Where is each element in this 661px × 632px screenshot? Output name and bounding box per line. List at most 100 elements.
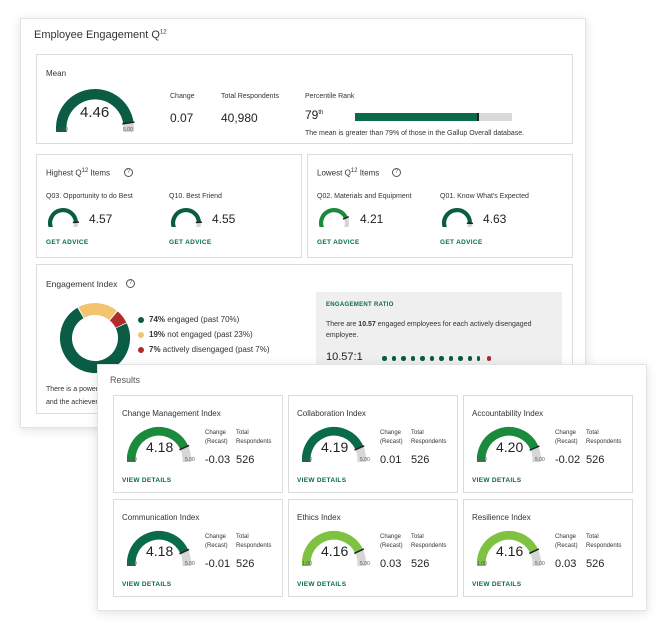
- gauge-max: 5.00: [185, 561, 195, 567]
- engaged-dot: [429, 356, 434, 361]
- result-change: -0.03: [205, 454, 231, 466]
- get-advice-link[interactable]: GET ADVICE: [317, 239, 360, 246]
- change-label: Change (Recast): [380, 533, 403, 551]
- mean-label: Mean: [46, 69, 67, 78]
- respondents-label-line2: Respondents: [236, 543, 272, 549]
- result-respondents: 526: [236, 558, 255, 570]
- legend-not-engaged: 19% not engaged (past 23%): [149, 330, 253, 339]
- engaged-dot: [467, 356, 472, 361]
- get-advice-link[interactable]: GET ADVICE: [440, 239, 483, 246]
- respondents-label-line2: Respondents: [411, 439, 447, 445]
- highest-items-card: Highest Q12 Items ? Q03. Opportunity to …: [36, 154, 302, 258]
- result-card: Ethics Index 4.16 1.00 5.00 Change (Recas…: [288, 499, 458, 597]
- view-details-link[interactable]: VIEW DETAILS: [297, 477, 347, 484]
- lowest-item-gauge: [319, 208, 350, 227]
- respondents-label: Total Respondents: [586, 533, 621, 551]
- change-label: Change (Recast): [555, 533, 578, 551]
- donut-not-engaged: [60, 303, 130, 373]
- mean-card: Mean 4.46 1.00 5.00 Change 0.07 Total Re…: [36, 54, 573, 144]
- respondents-label: Total Respondents: [221, 93, 279, 100]
- gauge-max: 5.00: [185, 457, 195, 463]
- view-details-link[interactable]: VIEW DETAILS: [122, 581, 172, 588]
- ratio-text-bold: 10.57: [358, 321, 376, 328]
- respondents-label-line1: Total: [586, 430, 599, 436]
- ratio-text-post: engaged employees for each actively dise…: [326, 321, 532, 339]
- result-card-title: Accountability Index: [472, 409, 544, 418]
- change-label-line2: (Recast): [205, 439, 228, 445]
- result-value: 4.19: [321, 439, 349, 455]
- gauge-marker: [529, 445, 540, 451]
- gauge-fill: [171, 208, 201, 227]
- engaged-dot: [448, 356, 453, 361]
- gauge-fill: [127, 531, 189, 566]
- legend-disengaged-pct: 7%: [149, 345, 161, 354]
- engagement-ratio-text: There are 10.57 engaged employees for ea…: [326, 319, 554, 341]
- legend-dot-engaged: [138, 317, 144, 323]
- percentile-suffix: th: [318, 110, 324, 116]
- lowest-item-label: Q01. Know What's Expected: [440, 193, 529, 200]
- result-gauge: [477, 531, 541, 566]
- result-card: Change Management Index 4.18 1.00 5.00 C…: [113, 395, 283, 493]
- change-label-line2: (Recast): [380, 439, 403, 445]
- result-gauge: [477, 427, 541, 462]
- highest-items-title: Highest Q12 Items: [46, 168, 110, 178]
- help-icon[interactable]: ?: [124, 168, 133, 177]
- gauge-max: 5.00: [360, 561, 370, 567]
- engagement-ratio-value: 10.57:1: [326, 351, 363, 363]
- gauge-marker: [122, 121, 135, 125]
- result-value: 4.18: [146, 439, 174, 455]
- gauge-marker: [353, 548, 365, 555]
- ratio-dots: [382, 356, 552, 362]
- respondents-label-line1: Total: [411, 430, 424, 436]
- change-label-line1: Change: [205, 534, 227, 540]
- gauge-marker: [528, 548, 540, 555]
- lowest-item-gauge: [442, 208, 473, 227]
- gauge-fill: [56, 89, 134, 132]
- lowest-title-sup: 12: [350, 168, 358, 174]
- change-label-line1: Change: [555, 534, 577, 540]
- engaged-dot: [391, 356, 396, 361]
- result-value: 4.16: [321, 543, 349, 559]
- change-label: Change (Recast): [205, 533, 228, 551]
- help-icon[interactable]: ?: [392, 168, 401, 177]
- results-panel: Results Change Management Index 4.18 1.0…: [97, 364, 647, 611]
- view-details-link[interactable]: VIEW DETAILS: [297, 581, 347, 588]
- gauge-fill: [302, 531, 363, 566]
- result-card-title: Change Management Index: [122, 409, 221, 418]
- change-label: Change: [170, 93, 195, 100]
- result-gauge: [127, 531, 191, 566]
- legend-dot-not-engaged: [138, 332, 144, 338]
- view-details-link[interactable]: VIEW DETAILS: [122, 477, 172, 484]
- view-details-link[interactable]: VIEW DETAILS: [472, 581, 522, 588]
- change-label-line2: (Recast): [555, 439, 578, 445]
- engaged-dot: [401, 356, 406, 361]
- change-label: Change (Recast): [555, 429, 578, 447]
- result-change: -0.01: [205, 558, 231, 570]
- change-label: Change (Recast): [380, 429, 403, 447]
- highest-title-suffix: Items: [88, 168, 111, 178]
- get-advice-link[interactable]: GET ADVICE: [46, 239, 89, 246]
- result-respondents: 526: [411, 454, 430, 466]
- engagement-index-title: Engagement Index: [46, 279, 118, 289]
- engaged-dot: [458, 356, 463, 361]
- respondents-label-line1: Total: [236, 430, 249, 436]
- respondents-label: Total Respondents: [411, 533, 446, 551]
- help-icon[interactable]: ?: [126, 279, 135, 288]
- get-advice-link[interactable]: GET ADVICE: [169, 239, 212, 246]
- gauge-fill: [127, 427, 189, 462]
- result-change: 0.03: [555, 558, 577, 570]
- gauge-fill: [477, 427, 539, 462]
- percentile-bar: [355, 113, 512, 121]
- mean-max: 5.00: [123, 127, 133, 133]
- result-card: Collaboration Index 4.19 1.00 5.00 Chang…: [288, 395, 458, 493]
- index-note-line1: There is a power: [46, 386, 99, 393]
- gauge-marker: [342, 216, 350, 220]
- result-change: 0.01: [380, 454, 402, 466]
- result-card: Resilience Index 4.16 1.00 5.00 Change (R…: [463, 499, 633, 597]
- gauge-min: 1.00: [302, 457, 312, 463]
- engagement-ratio-heading: ENGAGEMENT RATIO: [326, 302, 394, 308]
- respondents-label-line2: Respondents: [586, 439, 622, 445]
- engagement-title: Employee Engagement Q12: [34, 29, 167, 41]
- gauge-marker: [179, 548, 190, 555]
- view-details-link[interactable]: VIEW DETAILS: [472, 477, 522, 484]
